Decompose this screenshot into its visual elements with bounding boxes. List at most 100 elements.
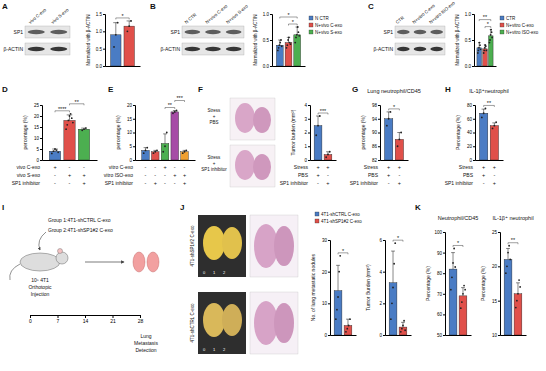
y-tick: 20 xyxy=(492,264,500,269)
data-point xyxy=(128,25,130,27)
legend-label: N+vitro ISO-exo xyxy=(506,30,539,35)
band-label: β-ACTIN xyxy=(3,46,23,52)
error-bar xyxy=(127,21,132,26)
histology-image xyxy=(250,215,298,277)
error-bar xyxy=(461,288,465,296)
data-point xyxy=(393,263,395,265)
plot-area xyxy=(449,248,467,335)
y-tick: 0 xyxy=(469,158,475,163)
plot-area xyxy=(504,245,522,335)
y-tick-label: 0.0 xyxy=(263,64,270,69)
data-point xyxy=(154,151,156,153)
mouse-ear xyxy=(58,249,63,254)
y-tick-label: 60 xyxy=(437,312,443,317)
y-tick-label: 1.0 xyxy=(465,12,472,17)
significance-label: ** xyxy=(511,237,516,243)
y-axis: 0102030 xyxy=(322,238,331,338)
blot-band xyxy=(50,47,67,51)
y-tick-label: 80 xyxy=(437,271,443,276)
data-point xyxy=(509,259,511,261)
y-axis: 0.0 0.5 1.0 xyxy=(263,12,273,69)
tissue xyxy=(253,154,271,180)
y-tick-mark xyxy=(270,66,272,67)
data-point xyxy=(495,121,497,123)
error-bar xyxy=(287,37,290,42)
error-bar xyxy=(326,152,330,155)
photo-label: 4T1-shCTRL C-exo xyxy=(190,303,195,342)
y-tick-mark xyxy=(133,105,135,106)
y-tick: 90 xyxy=(372,130,380,135)
condition-sign: + xyxy=(398,180,401,186)
y-tick-mark xyxy=(443,273,445,274)
y-tick-label: 30 xyxy=(322,238,328,243)
panel-label: C xyxy=(368,2,374,11)
y-tick-mark xyxy=(133,119,135,120)
y-tick-mark xyxy=(103,31,105,32)
condition-label: vitro C-exo xyxy=(109,164,133,170)
y-tick-label: 60 xyxy=(467,117,473,122)
bar-chart: 05101520percentage (%)*****vitro C-exo--… xyxy=(104,95,196,186)
error-bar xyxy=(397,133,401,140)
y-tick: 2 xyxy=(304,130,310,135)
y-axis-title: percentage (%) xyxy=(360,115,366,150)
data-point xyxy=(452,262,454,264)
condition-label: Stress xyxy=(459,164,474,170)
ruler-label: 0 xyxy=(203,270,206,275)
bar xyxy=(489,36,494,66)
y-tick-mark xyxy=(378,105,380,106)
legend-label: N+vivo C-exo xyxy=(315,23,343,28)
y-axis: 10152025 xyxy=(492,230,501,338)
ruler-label: 1 xyxy=(213,270,216,275)
panel-label: I xyxy=(2,203,4,212)
data-point xyxy=(489,42,491,44)
condition-label: vitro ISO-exo xyxy=(104,172,133,178)
legend-swatch xyxy=(500,16,504,20)
condition-sign: + xyxy=(482,164,485,170)
error-bar xyxy=(346,319,350,325)
bar-chart: 0.00.51.0Normalized with β-ACTIN**N CTRN… xyxy=(253,12,343,69)
data-point xyxy=(72,122,74,124)
y-tick: 90 xyxy=(437,251,445,256)
y-axis-line xyxy=(270,15,273,67)
y-axis: 8286909498 xyxy=(372,103,381,163)
y-axis-line xyxy=(472,15,475,67)
x-axis-line xyxy=(331,335,357,336)
data-point xyxy=(519,286,521,288)
timeline-label: 28 xyxy=(138,318,144,324)
blot-band xyxy=(28,47,45,51)
bar xyxy=(64,120,75,160)
bar xyxy=(477,48,482,66)
significance-label: * xyxy=(287,12,290,18)
tissue xyxy=(235,103,255,133)
y-tick: 1.0 xyxy=(263,12,272,17)
data-point xyxy=(485,50,487,52)
x-axis xyxy=(43,160,98,162)
y-tick: 0 xyxy=(129,158,135,163)
condition-sign: + xyxy=(53,164,56,170)
data-point xyxy=(404,329,406,331)
y-axis-title: Percentage (%) xyxy=(480,266,486,301)
legend: N CTRN+vivo C-exoN+vivo S-exo xyxy=(309,16,343,35)
error-bar xyxy=(144,148,148,151)
y-tick-mark xyxy=(308,160,310,161)
data-point xyxy=(348,325,350,327)
condition-sign: - xyxy=(164,172,166,178)
condition-label: PBS xyxy=(368,172,379,178)
y-tick-mark xyxy=(383,272,385,273)
bar xyxy=(276,45,283,66)
y-tick: 5 xyxy=(129,144,135,149)
condition-label: SP1 inhibitor xyxy=(445,180,474,186)
condition-sign: - xyxy=(184,164,186,170)
data-point xyxy=(315,134,317,136)
bar xyxy=(294,35,301,66)
y-tick-label: 0.5 xyxy=(263,38,270,43)
y-tick-mark xyxy=(383,240,385,241)
ruler-label: 1 xyxy=(213,347,216,352)
data-point xyxy=(156,149,158,151)
bar xyxy=(142,150,150,160)
diagram: Group 1:4T1-shCTRL C-exoGroup 2:4T1-shSP… xyxy=(10,217,159,353)
blot-strip xyxy=(25,26,70,38)
blot-band xyxy=(430,30,443,34)
y-tick: 60 xyxy=(467,117,475,122)
y-tick-label: 2 xyxy=(304,130,307,135)
